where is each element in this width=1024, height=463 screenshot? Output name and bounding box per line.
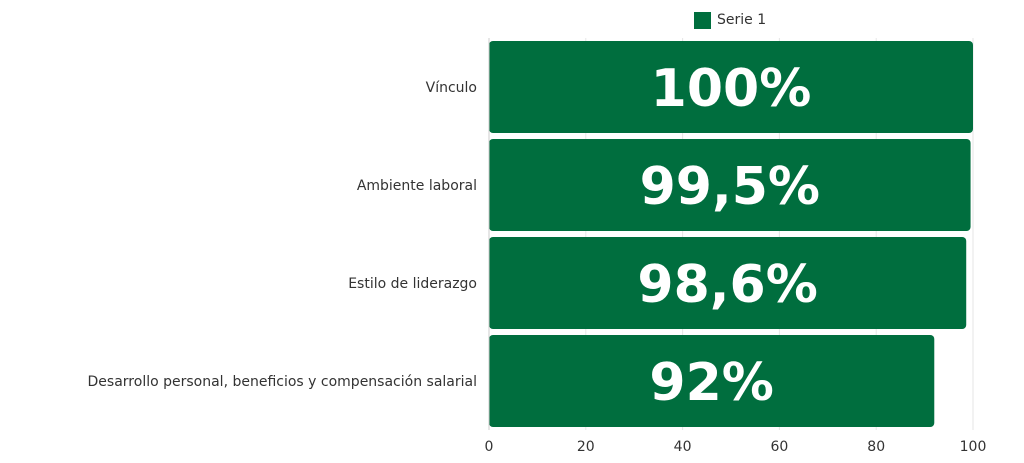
x-tick-label: 80 bbox=[867, 439, 885, 455]
data-label: 100% bbox=[651, 59, 812, 119]
category-label: Vínculo bbox=[426, 80, 477, 96]
bar bbox=[489, 335, 935, 427]
bar bbox=[489, 41, 973, 133]
x-tick-label: 0 bbox=[485, 439, 494, 455]
data-label: 99,5% bbox=[640, 157, 820, 217]
bar bbox=[489, 237, 967, 329]
bar bbox=[489, 139, 971, 231]
category-label: Desarrollo personal, beneficios y compen… bbox=[88, 374, 477, 390]
legend: Serie 1 bbox=[694, 10, 766, 30]
data-label: 98,6% bbox=[637, 255, 817, 315]
legend-label: Serie 1 bbox=[717, 12, 767, 28]
legend-swatch bbox=[694, 11, 711, 29]
x-tick-label: 40 bbox=[674, 439, 692, 455]
data-label: 92% bbox=[649, 353, 773, 413]
category-label: Estilo de liderazgo bbox=[348, 276, 477, 292]
x-tick-label: 60 bbox=[770, 439, 788, 455]
category-label: Ambiente laboral bbox=[357, 178, 477, 194]
x-tick-label: 100 bbox=[960, 439, 987, 455]
x-tick-label: 20 bbox=[577, 439, 595, 455]
